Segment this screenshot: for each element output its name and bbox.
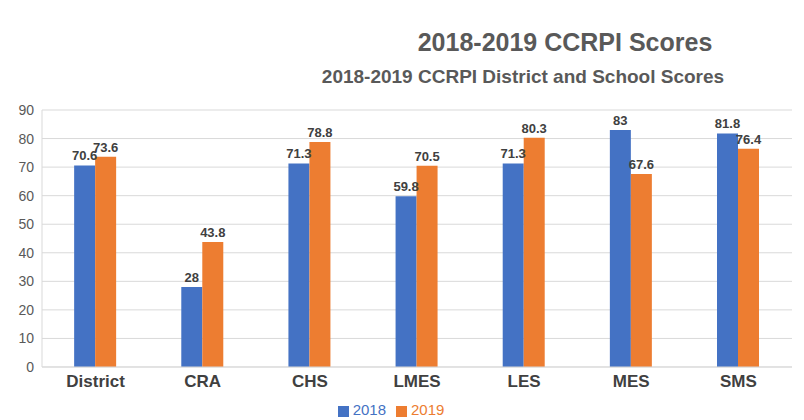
svg-text:SMS: SMS: [720, 372, 757, 391]
html-text:2018: 2018: [352, 401, 386, 418]
svg-text:CHS: CHS: [292, 372, 328, 391]
svg-text:81.8: 81.8: [715, 116, 740, 131]
svg-text:LMES: LMES: [393, 372, 440, 391]
svg-text:76.4: 76.4: [736, 132, 762, 147]
svg-text:MES: MES: [613, 372, 650, 391]
svg-text:70: 70: [18, 159, 34, 175]
svg-text:78.8: 78.8: [307, 125, 332, 140]
svg-text:30: 30: [18, 273, 34, 289]
svg-text:80: 80: [18, 131, 34, 147]
svg-text:71.3: 71.3: [501, 146, 526, 161]
svg-text:50: 50: [18, 216, 34, 232]
svg-text:0: 0: [26, 359, 34, 375]
svg-text:28: 28: [185, 270, 199, 285]
svg-text:10: 10: [18, 330, 34, 346]
svg-text:90: 90: [18, 102, 34, 118]
svg-text:LES: LES: [508, 372, 541, 391]
svg-text:60: 60: [18, 188, 34, 204]
svg-text:70.6: 70.6: [72, 148, 98, 164]
svg-text:40: 40: [18, 245, 34, 261]
html-text:2018-2019 CCRPI District and S: 2018-2019 CCRPI District and School Scor…: [321, 66, 725, 87]
svg-text:20: 20: [18, 302, 34, 318]
svg-text:83: 83: [613, 113, 627, 128]
svg-text:67.6: 67.6: [629, 157, 654, 172]
svg-text:80.3: 80.3: [522, 121, 547, 136]
svg-text:71.3: 71.3: [286, 146, 311, 161]
svg-text:73.6: 73.6: [93, 140, 118, 155]
svg-text:CRA: CRA: [184, 372, 221, 391]
svg-text:59.8: 59.8: [393, 179, 418, 194]
svg-text:District: District: [66, 372, 125, 391]
svg-text:70.5: 70.5: [414, 149, 439, 164]
html-text:2018-2019 CCRPI Scores: 2018-2019 CCRPI Scores: [417, 28, 713, 56]
html-text:2019: 2019: [411, 401, 445, 418]
svg-text:43.8: 43.8: [200, 225, 225, 240]
